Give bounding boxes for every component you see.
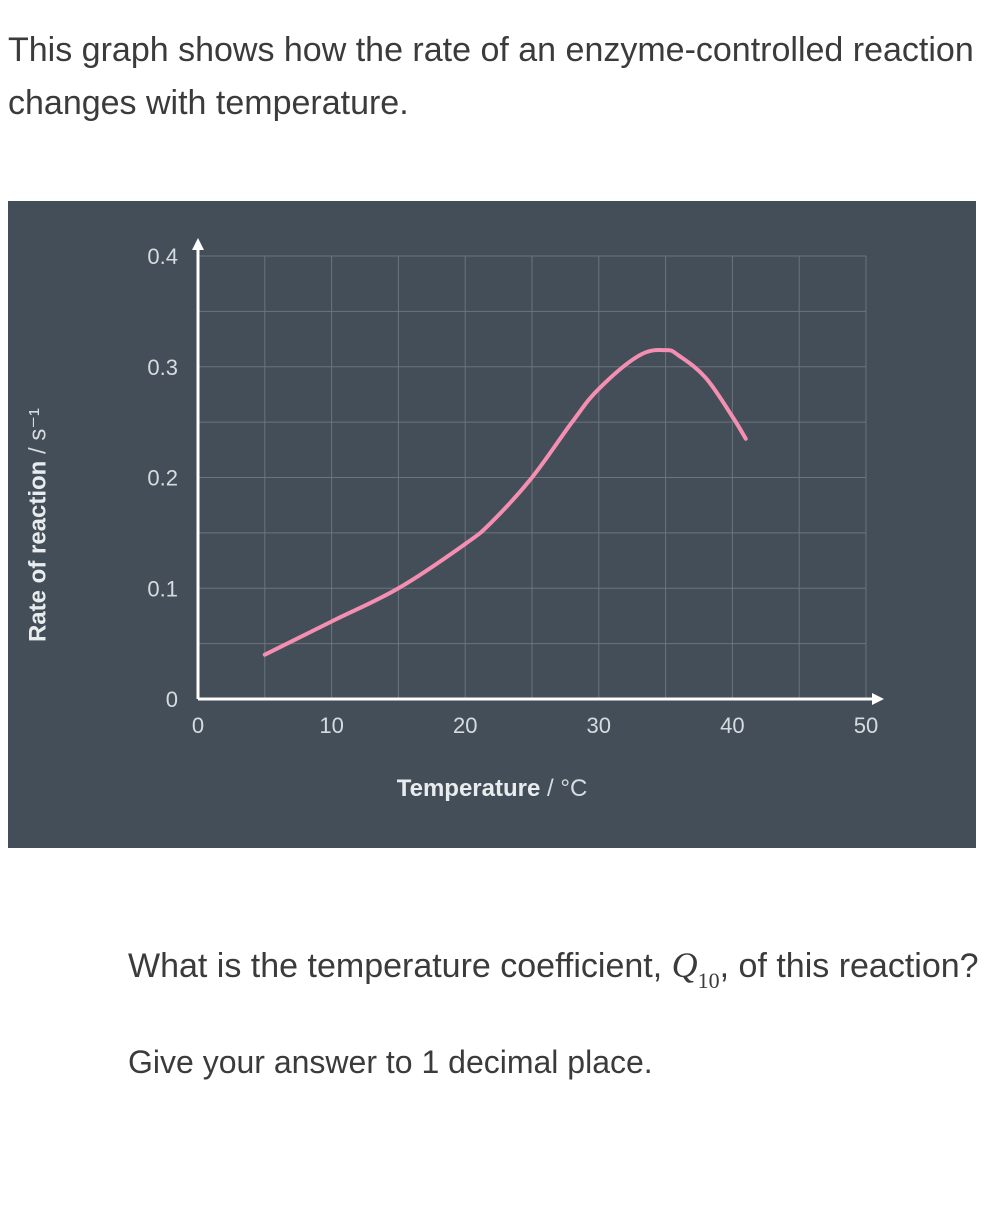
y-tick-label: 0.3 [147,355,178,380]
x-tick-label: 40 [720,713,744,738]
question-suffix: , of this reaction? [720,947,979,985]
y-axis-label: Rate of reaction / s⁻¹ [24,408,53,642]
x-tick-label: 30 [587,713,611,738]
y-tick-label: 0.4 [147,244,178,269]
x-tick-label: 10 [319,713,343,738]
y-axis-label-bold: Rate of reaction [25,461,52,642]
question-subscript: 10 [698,968,720,993]
y-tick-label: 0.1 [147,577,178,602]
y-tick-label: 0 [166,687,178,712]
intro-text: This graph shows how the rate of an enzy… [8,24,996,129]
instruction-text: Give your answer to 1 decimal place. [128,1044,996,1081]
x-axis-label-unit: / °C [540,775,587,802]
x-tick-label: 50 [854,713,878,738]
x-tick-label: 20 [453,713,477,738]
y-tick-label: 0.2 [147,466,178,491]
question-prefix: What is the temperature coefficient, [128,947,672,985]
x-axis-arrow [872,693,884,705]
chart-panel: 0 10 20 30 40 50 0 0.1 0.2 0.3 0.4 Rate of reactio… [8,201,976,848]
x-tick-label: 0 [192,713,204,738]
question-text: What is the temperature coefficient, Q10… [128,938,996,995]
x-axis-label-bold: Temperature [397,775,541,802]
question-symbol: Q10 [672,945,720,985]
chart-svg: 0 10 20 30 40 50 0 0.1 0.2 0.3 0.4 [8,201,976,848]
x-axis-label: Temperature / °C [397,775,588,803]
y-axis-arrow [192,238,204,250]
y-axis-label-unit: / s⁻¹ [25,408,52,461]
reaction-curve [265,350,746,655]
